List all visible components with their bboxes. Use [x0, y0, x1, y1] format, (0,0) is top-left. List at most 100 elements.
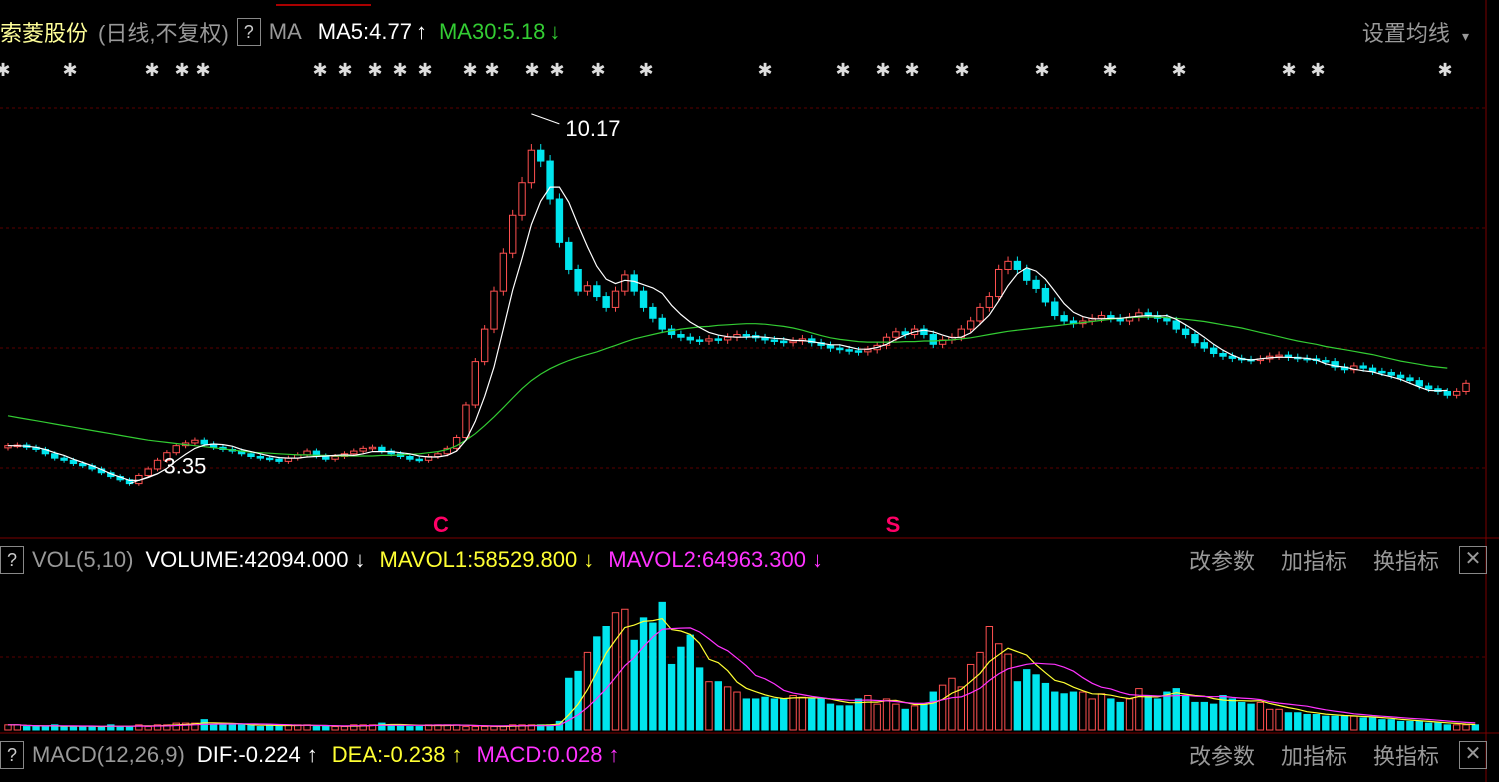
volume-bar — [826, 703, 835, 731]
high-arrow — [531, 113, 560, 125]
volume-bar — [508, 724, 517, 731]
macd-switch-indicator-button[interactable]: 换指标 — [1372, 744, 1439, 769]
volume-bar — [742, 698, 751, 731]
volume-bar — [1163, 691, 1171, 731]
macd-add-indicator-button[interactable]: 加指标 — [1280, 744, 1347, 769]
volume-bar — [32, 726, 40, 731]
candle — [686, 336, 694, 341]
candle — [499, 252, 508, 292]
volume-bar — [378, 722, 386, 731]
candle — [920, 328, 928, 336]
volume-bar — [415, 726, 423, 731]
candle — [705, 338, 713, 342]
volume-bar — [565, 677, 573, 731]
volume-bar — [116, 726, 124, 731]
candle — [1378, 370, 1386, 374]
candle — [892, 331, 900, 338]
volume-bar — [1294, 712, 1302, 731]
candle — [789, 340, 797, 344]
volume-bar — [751, 698, 760, 731]
candle — [471, 361, 480, 406]
candle — [480, 328, 489, 363]
help-button[interactable]: ? — [236, 18, 261, 46]
event-icon: ✱ — [1310, 60, 1325, 81]
vol-change-params-button[interactable]: 改参数 — [1188, 549, 1255, 574]
volume-bar — [79, 726, 87, 731]
candle — [845, 349, 853, 352]
event-icon: ✱ — [549, 60, 564, 81]
macd-close-icon[interactable]: ✕ — [1459, 741, 1487, 769]
volume-bar — [780, 698, 788, 731]
vol-switch-indicator-button[interactable]: 换指标 — [1372, 549, 1439, 574]
candle — [1032, 279, 1040, 289]
volume-bar — [639, 617, 648, 731]
volume-bar — [583, 651, 592, 731]
volume-bar — [1368, 717, 1377, 731]
volume-bar — [1060, 693, 1068, 731]
macd-tools: 改参数 加指标 换指标 — [1189, 739, 1439, 771]
vol-help-button[interactable]: ? — [0, 546, 24, 574]
candle — [649, 306, 657, 319]
volume-bar — [836, 705, 844, 731]
volume-bar — [219, 724, 227, 731]
volume-bar — [873, 703, 881, 731]
event-icon: ✱ — [757, 60, 772, 81]
macd-name: MACD(12,26,9) — [32, 742, 185, 767]
candle — [1200, 342, 1209, 349]
dif-value: DIF:-0.224 — [196, 742, 301, 767]
volume-bar — [518, 724, 526, 731]
volume-bar — [462, 726, 470, 731]
volume-bar — [938, 684, 947, 731]
mavol1-arrow-icon: ↓ — [583, 547, 595, 572]
volume-bar — [1041, 682, 1050, 731]
volume-bar — [864, 695, 872, 731]
macd-header: ? MACD(12,26,9) DIF:-0.224 ↑ DEA:-0.238 … — [0, 735, 1499, 775]
setting-ma-button[interactable]: 设置均线 ▾ — [1362, 16, 1469, 48]
candle — [864, 349, 872, 353]
ma5-value: MA5:4.77 — [317, 19, 412, 44]
volume-bar — [920, 703, 928, 731]
candle — [350, 450, 358, 455]
macd-help-button[interactable]: ? — [0, 741, 24, 769]
stock-name[interactable]: 索菱股份 — [0, 21, 89, 46]
candle — [593, 285, 601, 298]
candle — [602, 296, 610, 308]
volume-bar — [1471, 724, 1480, 731]
candle — [1023, 268, 1031, 281]
volume-bar — [41, 726, 50, 731]
candle — [994, 268, 1003, 298]
volume-bar — [350, 724, 358, 731]
candle — [406, 456, 414, 460]
volume-bar — [22, 726, 31, 731]
event-icon: ✱ — [174, 60, 189, 81]
candle — [153, 459, 162, 470]
vol-close-icon[interactable]: ✕ — [1459, 546, 1487, 574]
candle — [1322, 360, 1330, 363]
candle — [144, 468, 152, 476]
ma30-arrow-icon: ↓ — [549, 19, 561, 44]
macd-change-params-button[interactable]: 改参数 — [1188, 744, 1255, 769]
candle — [677, 334, 685, 338]
volume-bar — [1350, 715, 1358, 731]
tab-strip-left — [276, 0, 371, 6]
event-icon: ✱ — [484, 60, 499, 81]
candle — [546, 160, 554, 200]
chart-header: 索菱股份 (日线,不复权) ? MA MA5:4.77 ↑ MA30:5.18 … — [0, 12, 1499, 52]
event-icon: ✱ — [392, 60, 407, 81]
volume-bar — [1331, 715, 1339, 731]
candle — [1406, 377, 1414, 382]
vol-add-indicator-button[interactable]: 加指标 — [1280, 549, 1347, 574]
candle — [1051, 301, 1059, 317]
signal-marker: C — [433, 512, 449, 537]
volume-bar — [733, 691, 741, 731]
candle — [1097, 315, 1106, 319]
dif-arrow-icon: ↑ — [306, 742, 318, 767]
volume-bar — [312, 726, 321, 731]
candle — [723, 336, 732, 341]
volume-bar — [1107, 698, 1115, 731]
volume-bar — [1191, 701, 1199, 731]
volume-bar — [1462, 724, 1470, 731]
candle — [630, 274, 638, 292]
candle — [69, 459, 78, 465]
candle — [256, 456, 265, 459]
